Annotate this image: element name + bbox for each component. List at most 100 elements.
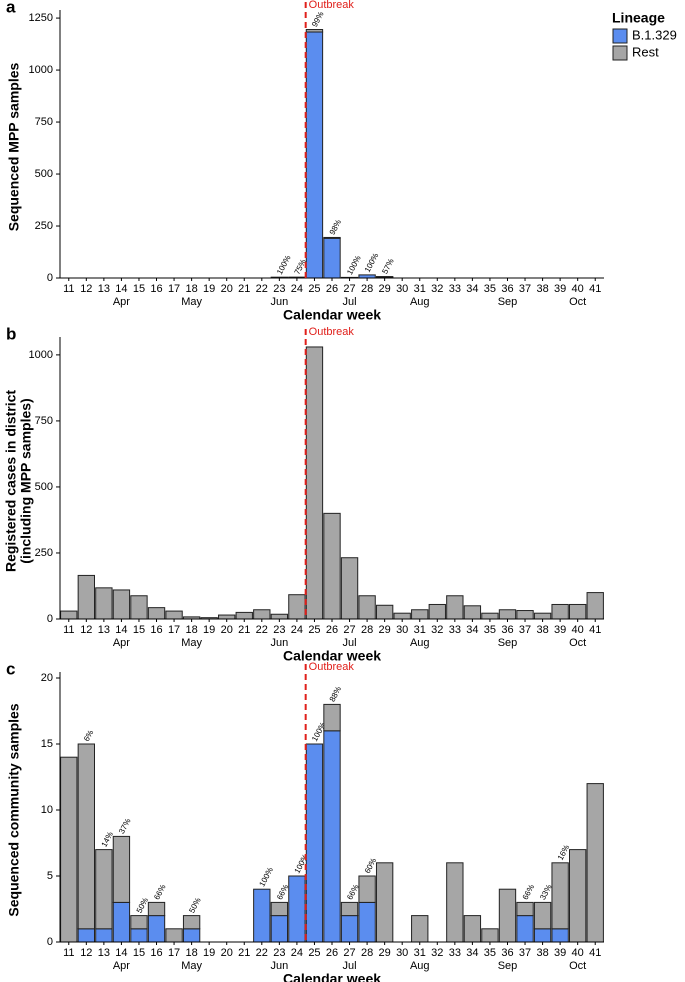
x-tick-label: 37 bbox=[519, 947, 531, 959]
x-tick-label: 22 bbox=[256, 624, 268, 636]
y-tick-label: 250 bbox=[35, 547, 53, 559]
x-tick-label: 11 bbox=[63, 947, 74, 959]
bar bbox=[147, 901, 166, 917]
x-tick-label: 14 bbox=[115, 624, 127, 636]
x-tick-label: 31 bbox=[414, 947, 426, 959]
bar bbox=[77, 928, 95, 943]
share-label: 99% bbox=[310, 10, 325, 28]
x-tick-label: 23 bbox=[273, 283, 285, 295]
bar bbox=[551, 862, 569, 930]
x-axis-title: Calendar week bbox=[283, 307, 381, 323]
x-tick-label: 31 bbox=[414, 624, 426, 636]
month-label: May bbox=[181, 296, 202, 308]
y-axis-title: (including MPP samples) bbox=[18, 398, 34, 563]
x-tick-label: 32 bbox=[431, 624, 443, 636]
bar bbox=[428, 603, 446, 620]
share-label: 100% bbox=[275, 254, 293, 276]
bar bbox=[586, 592, 604, 620]
x-tick-label: 11 bbox=[63, 283, 74, 295]
x-tick-label: 25 bbox=[308, 283, 320, 295]
share-label: 66% bbox=[152, 883, 167, 901]
x-tick-label: 34 bbox=[466, 947, 478, 959]
bar bbox=[288, 594, 306, 620]
bar bbox=[323, 730, 341, 943]
x-tick-label: 24 bbox=[291, 283, 303, 295]
y-tick-label: 0 bbox=[47, 936, 53, 948]
bar bbox=[270, 915, 289, 943]
y-tick-label: 500 bbox=[35, 168, 53, 180]
month-label: Apr bbox=[113, 296, 130, 308]
x-axis-title: Calendar week bbox=[283, 971, 381, 982]
x-tick-label: 40 bbox=[572, 283, 584, 295]
month-label: Sep bbox=[498, 296, 518, 308]
x-tick-label: 19 bbox=[203, 283, 215, 295]
month-label: Apr bbox=[113, 637, 130, 649]
share-label: 98% bbox=[328, 218, 343, 236]
bar bbox=[323, 703, 341, 732]
y-tick-label: 15 bbox=[41, 738, 53, 750]
x-tick-label: 40 bbox=[572, 947, 584, 959]
x-tick-label: 36 bbox=[501, 283, 513, 295]
legend-label: Rest bbox=[632, 44, 659, 59]
x-tick-label: 38 bbox=[536, 947, 548, 959]
x-tick-label: 23 bbox=[273, 947, 285, 959]
bar bbox=[77, 743, 95, 930]
x-tick-label: 13 bbox=[98, 283, 110, 295]
outbreak-label: Outbreak bbox=[309, 661, 355, 673]
month-label: Jun bbox=[270, 960, 288, 972]
bar bbox=[288, 875, 306, 943]
y-tick-label: 10 bbox=[41, 804, 53, 816]
x-tick-label: 13 bbox=[98, 624, 110, 636]
bar bbox=[446, 595, 464, 620]
x-tick-label: 28 bbox=[361, 283, 373, 295]
x-tick-label: 35 bbox=[484, 283, 496, 295]
x-tick-label: 24 bbox=[291, 624, 303, 636]
bar bbox=[112, 901, 131, 943]
x-tick-label: 26 bbox=[326, 947, 338, 959]
x-tick-label: 33 bbox=[449, 283, 461, 295]
bar bbox=[533, 612, 552, 620]
y-tick-label: 0 bbox=[47, 272, 53, 284]
month-label: Oct bbox=[569, 960, 586, 972]
bar bbox=[516, 915, 534, 943]
x-tick-label: 22 bbox=[256, 947, 268, 959]
x-tick-label: 33 bbox=[449, 624, 461, 636]
x-tick-label: 32 bbox=[431, 283, 443, 295]
month-label: Aug bbox=[410, 296, 430, 308]
x-tick-label: 15 bbox=[133, 283, 145, 295]
share-label: 33% bbox=[538, 883, 553, 901]
bar bbox=[95, 587, 113, 620]
bar bbox=[533, 901, 552, 930]
x-tick-label: 17 bbox=[168, 283, 180, 295]
x-tick-label: 37 bbox=[519, 624, 531, 636]
bar bbox=[340, 901, 359, 917]
x-tick-label: 25 bbox=[308, 624, 320, 636]
bar bbox=[586, 783, 604, 943]
x-tick-label: 25 bbox=[308, 947, 320, 959]
x-tick-label: 41 bbox=[589, 947, 601, 959]
share-label: 6% bbox=[82, 728, 95, 742]
x-tick-label: 38 bbox=[536, 283, 548, 295]
outbreak-label: Outbreak bbox=[309, 326, 355, 338]
bar bbox=[270, 901, 289, 917]
share-label: 57% bbox=[380, 257, 395, 275]
bar bbox=[463, 915, 482, 943]
bar bbox=[323, 512, 341, 620]
y-axis-title: Registered cases in district bbox=[3, 390, 19, 572]
x-tick-label: 17 bbox=[168, 624, 180, 636]
x-tick-label: 28 bbox=[361, 947, 373, 959]
x-tick-label: 16 bbox=[150, 283, 162, 295]
x-tick-label: 14 bbox=[115, 283, 127, 295]
bar bbox=[516, 901, 534, 917]
month-label: Jul bbox=[343, 637, 357, 649]
month-label: Oct bbox=[569, 296, 586, 308]
bar bbox=[305, 743, 324, 943]
bar bbox=[112, 589, 131, 620]
x-tick-label: 20 bbox=[221, 283, 233, 295]
share-label: 66% bbox=[275, 883, 290, 901]
month-label: May bbox=[181, 960, 202, 972]
bar bbox=[112, 835, 131, 903]
x-tick-label: 24 bbox=[291, 947, 303, 959]
x-tick-label: 13 bbox=[98, 947, 110, 959]
